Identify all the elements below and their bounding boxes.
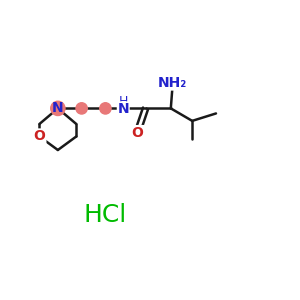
Text: NH₂: NH₂: [158, 76, 187, 89]
Text: N: N: [52, 101, 64, 116]
Text: O: O: [34, 130, 45, 143]
Text: N: N: [117, 102, 129, 116]
Circle shape: [100, 103, 111, 114]
Circle shape: [51, 101, 65, 116]
Text: HCl: HCl: [84, 203, 127, 227]
Text: H: H: [118, 95, 128, 108]
Circle shape: [76, 103, 87, 114]
Text: O: O: [132, 126, 143, 140]
